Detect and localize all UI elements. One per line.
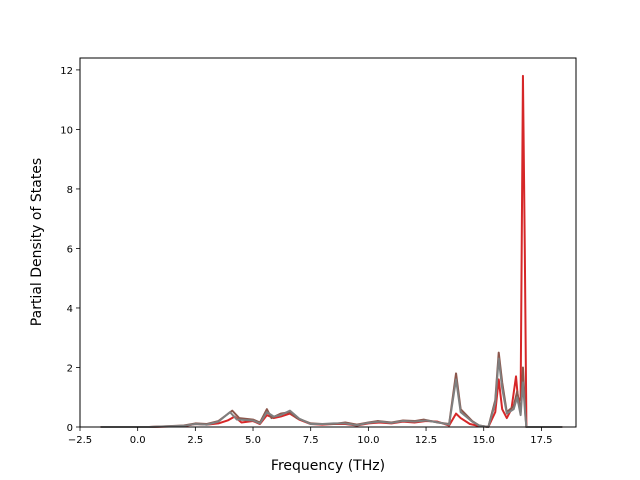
x-tick-label: 7.5: [303, 435, 319, 446]
x-tick-label: 15.0: [473, 435, 495, 446]
pdos-series-line-3: [100, 357, 563, 428]
y-tick-label: 6: [67, 244, 73, 255]
x-axis-label: Frequency (THz): [271, 458, 385, 474]
pdos-series-line-1: [100, 74, 563, 428]
x-tick-label: 5.0: [245, 435, 261, 446]
y-tick-label: 12: [60, 66, 73, 77]
series-layer: [100, 74, 563, 428]
x-tick-label: 12.5: [415, 435, 437, 446]
y-tick-label: 0: [67, 423, 73, 434]
x-tick-label: −2.5: [68, 435, 92, 446]
x-tick-label: 10.0: [357, 435, 379, 446]
x-tick-label: 2.5: [187, 435, 203, 446]
x-tick-label: 17.5: [530, 435, 552, 446]
y-tick-label: 2: [67, 363, 73, 374]
y-axis-ticks: 0 2 4 6 8 10 12: [60, 66, 80, 434]
y-tick-label: 4: [67, 304, 73, 315]
x-axis-ticks: −2.5 0.0 2.5 5.0 7.5 10.0 12.5 15.0 17.5: [68, 427, 553, 446]
y-tick-label: 8: [67, 185, 73, 196]
x-tick-label: 0.0: [130, 435, 146, 446]
plot-frame: [79, 57, 577, 428]
y-axis-label: Partial Density of States: [29, 158, 45, 326]
y-tick-label: 10: [60, 125, 73, 136]
